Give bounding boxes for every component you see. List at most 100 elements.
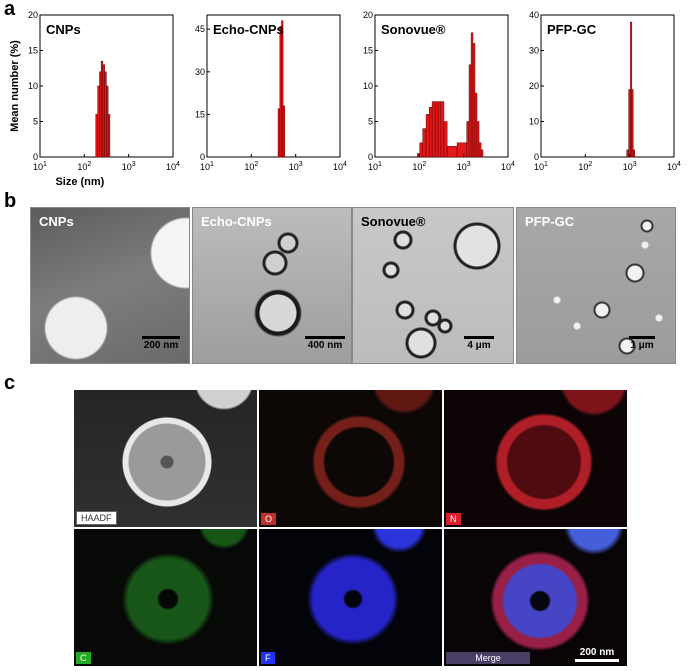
scale-bar: 1 μm xyxy=(625,336,659,351)
y-tick-label: 20 xyxy=(28,10,38,20)
micrograph-label: CNPs xyxy=(39,214,74,229)
x-tick-label: 102 xyxy=(578,161,592,172)
histogram-bar xyxy=(282,105,285,158)
chart-title: PFP-GC xyxy=(547,22,597,37)
histogram-bar xyxy=(428,107,433,158)
histogram-1: 0 15 30 45 101 102 103 104 Echo-CNPs xyxy=(195,14,347,172)
x-tick-label: 101 xyxy=(200,161,214,172)
eds-tag: F xyxy=(261,652,275,664)
x-tick-label: 102 xyxy=(244,161,258,172)
x-tick-label: 101 xyxy=(368,161,382,172)
x-tick-label: 101 xyxy=(534,161,548,172)
y-tick-label: 20 xyxy=(363,10,373,20)
eds-map-carbon: C xyxy=(74,529,257,666)
histogram-2: 0 5 10 15 20 101 102 103 104 Sonovue® xyxy=(363,10,515,172)
y-tick-label: 10 xyxy=(529,117,539,127)
histogram-bar xyxy=(626,149,629,158)
histogram-bar xyxy=(472,43,476,158)
histogram-bar xyxy=(104,71,107,158)
histogram-bar xyxy=(480,149,484,158)
histogram-bar xyxy=(100,60,104,158)
histogram-bar xyxy=(628,89,631,158)
y-tick-label: 10 xyxy=(363,81,373,91)
y-tick-label: 15 xyxy=(195,109,205,119)
panel-letter-b: b xyxy=(4,190,17,212)
x-tick-label: 103 xyxy=(457,161,471,172)
y-tick-label: 15 xyxy=(363,46,373,56)
y-tick-label: 0 xyxy=(368,152,373,162)
histogram-bar xyxy=(631,89,634,158)
histogram-bar xyxy=(422,128,427,158)
histogram-bar xyxy=(95,114,98,158)
panel-letter-c: c xyxy=(4,372,16,394)
plot-frame xyxy=(540,14,675,158)
x-axis-label: Size (nm) xyxy=(55,176,104,188)
x-tick-label: 103 xyxy=(289,161,303,172)
histogram-bar xyxy=(281,20,284,158)
histogram-bar xyxy=(474,92,478,158)
x-tick-label: 102 xyxy=(412,161,426,172)
y-tick-label: 5 xyxy=(368,117,373,127)
micrograph-label: Echo-CNPs xyxy=(201,214,272,229)
y-tick-label: 0 xyxy=(33,152,38,162)
histogram-bar xyxy=(437,101,442,158)
eds-tag: C xyxy=(76,652,91,664)
x-tick-label: 104 xyxy=(501,161,515,172)
size-distribution-charts: 0 5 10 15 20 101 102 103 104 CNPs Mean number (%) S… xyxy=(9,10,681,188)
histogram-bar xyxy=(425,114,430,158)
scale-bar: 200 nm xyxy=(139,336,183,351)
micrograph-sonovue: Sonovue® 4 μm xyxy=(352,207,514,364)
eds-tag: Merge xyxy=(446,652,530,664)
plot-frame xyxy=(206,14,341,158)
y-axis-label: Mean number (%) xyxy=(9,40,21,132)
histogram-bar xyxy=(431,101,436,158)
y-tick-label: 0 xyxy=(534,152,539,162)
histogram-bar xyxy=(443,121,448,158)
eds-tag: O xyxy=(261,513,277,525)
x-tick-label: 102 xyxy=(77,161,91,172)
histogram-bar xyxy=(440,101,445,158)
y-tick-label: 30 xyxy=(195,67,205,77)
x-tick-label: 104 xyxy=(667,161,681,172)
micrograph-label: PFP-GC xyxy=(525,214,575,229)
histogram-bar xyxy=(632,149,635,158)
histogram-bar xyxy=(468,64,472,158)
eds-map-haadf: HAADF xyxy=(74,390,257,527)
histogram-bar xyxy=(478,142,482,158)
histogram-bar xyxy=(277,108,281,158)
histogram-bar xyxy=(102,64,105,158)
y-tick-label: 20 xyxy=(529,81,539,91)
y-tick-label: 45 xyxy=(195,24,205,34)
histogram-bar xyxy=(419,142,424,158)
micrograph-cnps: CNPs 200 nm xyxy=(30,207,190,364)
chart-title: Sonovue® xyxy=(381,22,446,37)
histogram-0: 0 5 10 15 20 101 102 103 104 CNPs Mean number (%) S… xyxy=(9,10,180,188)
scale-bar: 4 μm xyxy=(461,336,497,351)
histogram-bar xyxy=(106,85,109,158)
y-tick-label: 40 xyxy=(529,10,539,20)
scale-bar: 200 nm xyxy=(573,647,621,663)
y-tick-label: 30 xyxy=(529,46,539,56)
chart-title: Echo-CNPs xyxy=(213,22,284,37)
micrograph-pfp-gc: PFP-GC 1 μm xyxy=(516,207,676,364)
scale-bar: 400 nm xyxy=(303,336,347,351)
histogram-3: 0 10 20 30 40 101 102 103 104 PFP-GC xyxy=(529,10,681,172)
histogram-bar xyxy=(446,146,458,158)
y-tick-label: 10 xyxy=(28,81,38,91)
histogram-bar xyxy=(99,71,102,158)
y-tick-label: 0 xyxy=(200,152,205,162)
histogram-bar xyxy=(107,114,111,158)
eds-map-merge: Merge 200 nm xyxy=(444,529,627,666)
chart-title: CNPs xyxy=(46,22,81,37)
micrograph-label: Sonovue® xyxy=(361,214,426,229)
histogram-bar xyxy=(97,85,100,158)
eds-map-oxygen: O xyxy=(259,390,442,527)
x-tick-label: 103 xyxy=(623,161,637,172)
histogram-bar xyxy=(434,101,439,158)
x-tick-label: 101 xyxy=(33,161,47,172)
x-tick-label: 103 xyxy=(122,161,136,172)
histogram-bar xyxy=(476,121,480,158)
y-tick-label: 15 xyxy=(28,46,38,56)
histogram-bar xyxy=(466,121,470,158)
eds-tag: N xyxy=(446,513,461,525)
